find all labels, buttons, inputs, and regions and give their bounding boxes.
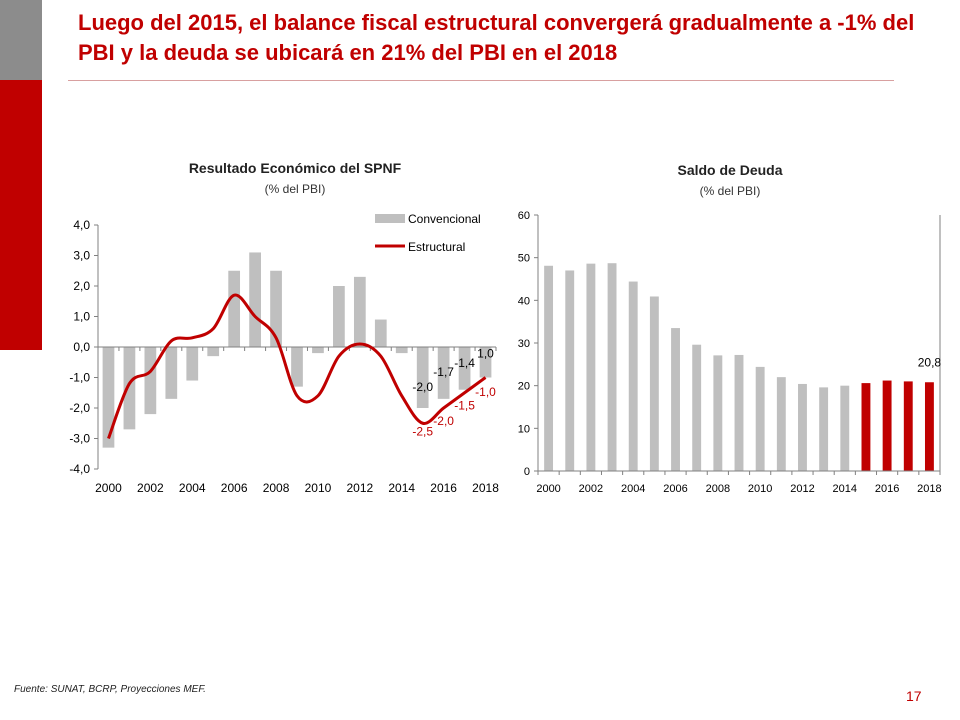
chart1-legend-swatch-convencional [375, 214, 405, 223]
chart1-y-tick-label: -4,0 [69, 462, 90, 476]
chart1-bar-2009 [291, 347, 303, 387]
chart1-data-label: -1,5 [454, 399, 475, 413]
chart1-legend-label-convencional: Convencional [408, 212, 481, 226]
chart1-bar-2008 [270, 270, 282, 347]
chart1-data-label: -1,0 [475, 385, 496, 399]
chart1-x-tick-label: 2012 [346, 481, 373, 495]
chart1-data-label: -2,0 [433, 414, 454, 428]
chart1-bar-2016 [437, 347, 450, 399]
chart1-x-tick-label: 2000 [95, 481, 122, 495]
chart1-x-tick-label: 2002 [137, 481, 164, 495]
chart1-bar-2007 [249, 252, 261, 347]
chart1-bar-2011 [333, 286, 345, 347]
chart1-y-tick-label: 1,0 [73, 310, 90, 324]
chart1-data-label: 1,0 [477, 347, 494, 361]
side-bar-gray [0, 0, 42, 80]
chart1-y-tick-label: -2,0 [69, 401, 90, 415]
chart1-y-tick-label: -1,0 [69, 371, 90, 385]
chart1-data-label: -2,5 [412, 424, 433, 438]
chart1-bar-2013 [374, 319, 387, 347]
chart1-y-tick-label: -3,0 [69, 432, 90, 446]
chart1-bar-2001 [123, 347, 136, 430]
chart1-bar-2018 [479, 347, 492, 378]
chart1-bar-2002 [144, 347, 157, 415]
chart1-x-tick-label: 2014 [388, 481, 415, 495]
source-note: Fuente: SUNAT, BCRP, Proyecciones MEF. [14, 684, 206, 695]
chart1-y-tick-label: 0,0 [73, 340, 90, 354]
chart1-bar-2010 [312, 347, 324, 354]
chart1-bar-2017 [458, 347, 471, 390]
chart1-x-tick-label: 2008 [263, 481, 290, 495]
chart1-y-tick-label: 3,0 [73, 249, 90, 263]
title-divider [68, 80, 894, 81]
chart1-x-tick-label: 2004 [179, 481, 206, 495]
chart1-bar-2006 [228, 270, 241, 347]
chart1-bar-2004 [186, 347, 199, 381]
chart1-x-tick-label: 2010 [305, 481, 332, 495]
chart1-subtitle: (% del PBI) [264, 182, 326, 196]
chart2-subtitle: (% del PBI) [699, 184, 761, 198]
chart1-x-tick-label: 2006 [221, 481, 248, 495]
slide-title: Luego del 2015, el balance fiscal estruc… [78, 10, 915, 65]
chart1-legend-label-estructural: Estructural [408, 240, 465, 254]
chart1-x-tick-label: 2016 [430, 481, 457, 495]
chart1-bar-2005 [207, 347, 220, 357]
chart1-y-tick-label: 4,0 [73, 218, 90, 232]
chart1-y-tick-label: 2,0 [73, 279, 90, 293]
chart1-bar-2000 [102, 347, 115, 448]
chart1-bar-2014 [395, 347, 408, 354]
chart1-data-label: -1,7 [433, 365, 454, 379]
chart2-title: Saldo de Deuda [677, 162, 783, 178]
chart1-bar-2003 [165, 347, 178, 399]
page-number: 17 [906, 688, 922, 704]
side-bar-red [0, 80, 42, 350]
chart1-data-label: -1,4 [454, 356, 475, 370]
chart1-data-label: -2,0 [412, 380, 433, 394]
chart1-x-tick-label: 2018 [472, 481, 499, 495]
chart1-line-estructural [107, 293, 487, 440]
chart1-bar-2015 [416, 347, 429, 408]
chart1-title: Resultado Económico del SPNF [188, 160, 402, 176]
chart1-bar-2012 [353, 276, 366, 347]
